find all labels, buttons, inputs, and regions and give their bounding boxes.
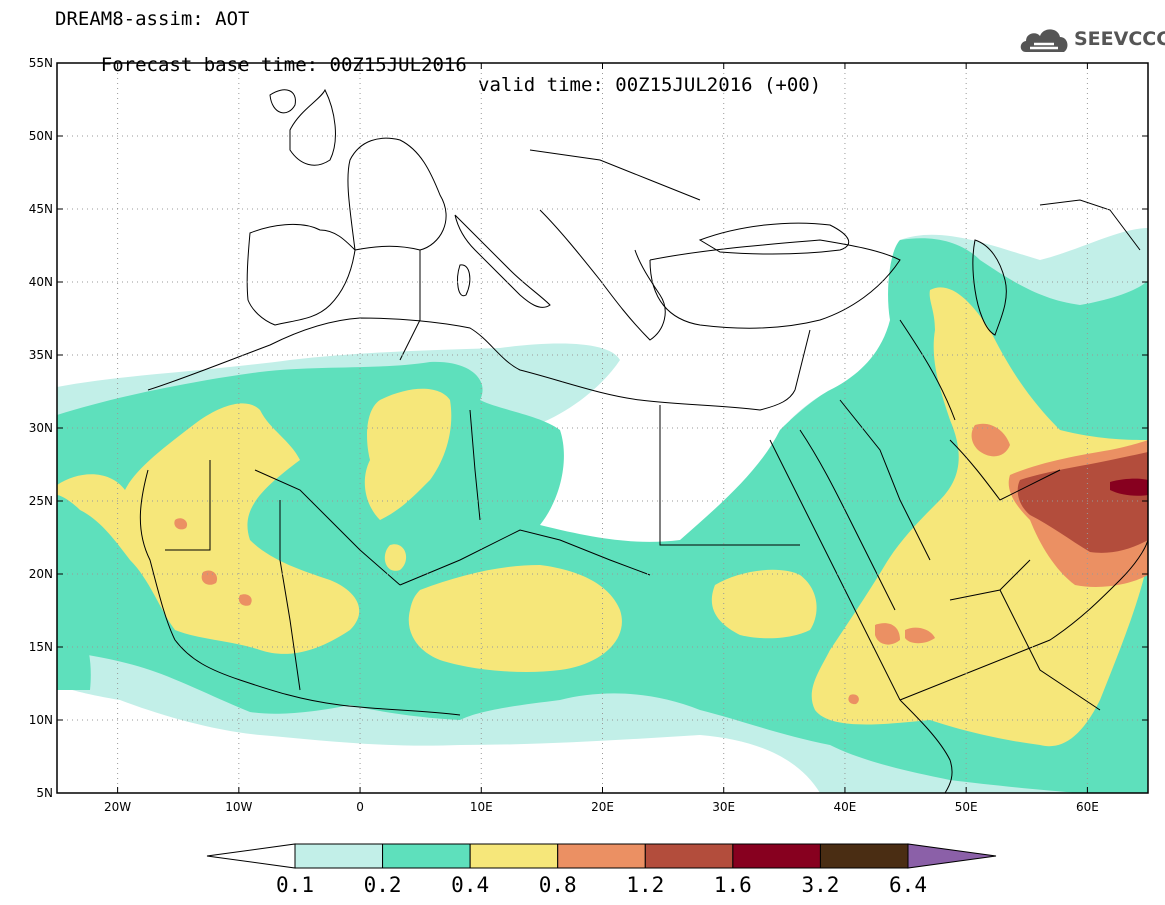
- colorbar-over-triangle: [907, 843, 997, 869]
- coastlines: [139, 88, 1148, 793]
- y-tick-label: 55N: [29, 56, 53, 70]
- colorbar-level-label: 0.4: [451, 873, 489, 897]
- colorbar: 0.1 0.2 0.4 0.8 1.2 1.6 3.2 6.4: [206, 843, 997, 897]
- aot-band-1-6: [1110, 478, 1148, 496]
- y-tick-label: 15N: [29, 640, 53, 654]
- x-tick-label: 20W: [104, 800, 131, 814]
- x-tick-label: 60E: [1076, 800, 1099, 814]
- colorbar-level-label: 1.2: [626, 873, 664, 897]
- y-tick-label: 30N: [29, 421, 53, 435]
- valid-time: valid time: 00Z15JUL2016 (+00): [478, 74, 822, 96]
- cloud-logo-icon: [1020, 29, 1068, 52]
- colorbar-under-triangle: [206, 843, 296, 869]
- y-tick-label: 40N: [29, 275, 53, 289]
- colorbar-level-label: 6.4: [889, 873, 927, 897]
- colorbar-level-label: 1.6: [714, 873, 752, 897]
- colorbar-level-label: 3.2: [801, 873, 839, 897]
- colorbar-segment: [732, 843, 821, 869]
- x-tick-label: 10E: [470, 800, 493, 814]
- x-tick-label: 40E: [834, 800, 857, 814]
- aot-band-1-2: [1017, 452, 1148, 553]
- base-time: Forecast base time: 00Z15JUL2016: [100, 54, 467, 76]
- y-tick-label: 45N: [29, 202, 53, 216]
- y-tick-label: 35N: [29, 348, 53, 362]
- y-tick-label: 20N: [29, 567, 53, 581]
- y-tick-label: 25N: [29, 494, 53, 508]
- aot-field: [57, 228, 1148, 793]
- colorbar-level-label: 0.1: [276, 873, 314, 897]
- axis-ticks: 20W 10W 0 10E 20E 30E 40E 50E 60E 55N 50N 45N 40N 35N…: [29, 56, 1148, 814]
- colorbar-segment: [819, 843, 909, 869]
- colorbar-level-label: 0.8: [539, 873, 577, 897]
- colorbar-segment: [557, 843, 646, 869]
- x-tick-label: 20E: [591, 800, 614, 814]
- colorbar-segment: [469, 843, 559, 869]
- x-tick-label: 0: [356, 800, 364, 814]
- forecast-times: Forecast base time: 00Z15JUL2016 valid t…: [55, 35, 821, 115]
- y-tick-label: 50N: [29, 129, 53, 143]
- logo-text: SEEVCCC: [1074, 28, 1165, 50]
- y-tick-label: 5N: [36, 786, 53, 800]
- colorbar-segment: [382, 843, 471, 869]
- map-title: DREAM8-assim: AOT: [55, 8, 250, 30]
- colorbar-segment: [644, 843, 734, 869]
- x-tick-label: 10W: [225, 800, 252, 814]
- y-tick-label: 10N: [29, 713, 53, 727]
- colorbar-segment: [294, 843, 384, 869]
- colorbar-level-label: 0.2: [364, 873, 402, 897]
- seevccc-logo: SEEVCCC: [1018, 24, 1165, 56]
- x-tick-label: 50E: [955, 800, 978, 814]
- x-tick-label: 30E: [712, 800, 735, 814]
